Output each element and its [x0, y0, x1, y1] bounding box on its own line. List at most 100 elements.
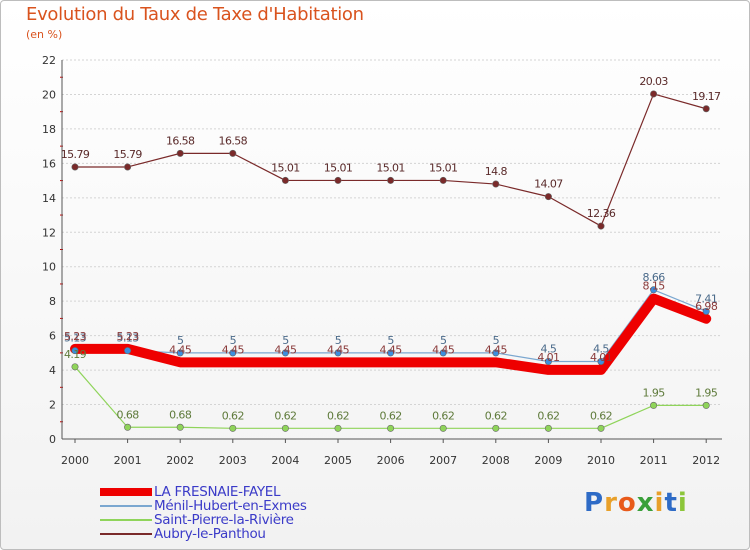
data-label: 5.23 — [117, 330, 140, 343]
x-tick-label: 2001 — [114, 454, 142, 467]
data-point — [71, 347, 79, 355]
y-tick-label: 2 — [49, 399, 56, 412]
y-tick-label: 6 — [49, 330, 56, 343]
legend-label: Ménil-Hubert-en-Exmes — [154, 498, 307, 514]
data-label: 15.01 — [376, 161, 405, 174]
data-point — [334, 176, 342, 184]
data-point — [124, 347, 132, 355]
data-point — [124, 423, 132, 431]
y-tick-label: 22 — [42, 54, 56, 67]
data-point — [334, 424, 342, 432]
logo-letter: r — [604, 488, 618, 518]
chart-title: Evolution du Taux de Taxe d'Habitation — [26, 4, 364, 25]
legend-swatch — [100, 505, 152, 507]
data-label: 20.03 — [639, 75, 668, 88]
y-tick-label: 12 — [42, 226, 56, 239]
data-label: 5 — [230, 334, 237, 347]
data-label: 0.62 — [274, 409, 296, 422]
logo-letter: P — [584, 488, 605, 518]
data-label: 4.01 — [590, 351, 612, 364]
data-label: 4.01 — [537, 351, 559, 364]
data-point — [387, 176, 395, 184]
data-label: 15.01 — [271, 161, 300, 174]
data-label: 4.5 — [541, 342, 557, 355]
x-tick-label: 2004 — [271, 454, 299, 467]
data-label: 0.68 — [117, 408, 140, 421]
y-tick-label: 14 — [42, 192, 56, 205]
logo-letter: i — [654, 488, 665, 518]
data-label: 0.62 — [327, 409, 349, 422]
data-label: 14.07 — [534, 178, 563, 191]
x-tick-label: 2000 — [61, 454, 89, 467]
data-label: 1.95 — [695, 386, 718, 399]
data-point — [229, 349, 237, 357]
x-tick-label: 2010 — [587, 454, 615, 467]
data-label: 0.68 — [169, 408, 192, 421]
legend-label: LA FRESNAIE-FAYEL — [154, 484, 281, 500]
x-tick-label: 2012 — [692, 454, 720, 467]
data-point — [650, 286, 658, 294]
proxiti-logo: Proxiti — [584, 488, 688, 518]
data-point — [492, 180, 500, 188]
data-label: 5 — [177, 334, 184, 347]
data-point — [176, 423, 184, 431]
chart-subtitle: (en %) — [26, 28, 63, 41]
data-point — [387, 424, 395, 432]
data-label: 16.58 — [219, 134, 248, 147]
data-label: 5 — [440, 334, 447, 347]
x-tick-label: 2003 — [219, 454, 247, 467]
x-tick-label: 2007 — [429, 454, 457, 467]
data-label: 0.62 — [222, 409, 244, 422]
data-point — [229, 424, 237, 432]
logo-letter: t — [664, 488, 678, 518]
data-label: 1.95 — [643, 386, 666, 399]
y-tick-label: 20 — [42, 88, 56, 101]
x-tick-label: 2002 — [166, 454, 194, 467]
legend-swatch — [100, 533, 152, 535]
data-point — [650, 401, 658, 409]
data-label: 4.5 — [593, 342, 609, 355]
data-point — [281, 424, 289, 432]
data-point — [439, 349, 447, 357]
x-tick-label: 2005 — [324, 454, 352, 467]
data-label: 0.62 — [485, 409, 507, 422]
data-label: 4.19 — [64, 348, 87, 361]
data-label: 4.45 — [274, 343, 297, 356]
y-tick-label: 16 — [42, 157, 56, 170]
data-label: 0.62 — [590, 409, 612, 422]
data-point — [281, 176, 289, 184]
y-tick-label: 10 — [42, 261, 56, 274]
data-label: 4.45 — [327, 343, 350, 356]
data-label: 4.45 — [222, 343, 245, 356]
data-point — [597, 222, 605, 230]
series-line — [70, 293, 712, 375]
data-label: 5 — [335, 334, 342, 347]
x-tick-label: 2006 — [377, 454, 405, 467]
x-tick-label: 2008 — [482, 454, 510, 467]
data-label: 0.62 — [380, 409, 402, 422]
data-label: 4.45 — [432, 343, 455, 356]
legend-swatch — [100, 519, 152, 521]
data-label: 5.13 — [117, 332, 140, 345]
logo-letter: x — [636, 488, 655, 518]
data-point — [544, 193, 552, 201]
data-label: 5.13 — [64, 332, 87, 345]
y-tick-label: 4 — [49, 364, 56, 377]
data-label: 8.15 — [643, 280, 666, 293]
data-label: 15.01 — [324, 161, 353, 174]
y-tick-label: 8 — [49, 295, 56, 308]
data-label: 8.66 — [643, 271, 666, 284]
x-tick-label: 2011 — [640, 454, 668, 467]
data-point — [702, 401, 710, 409]
data-point — [439, 424, 447, 432]
data-label: 0.62 — [537, 409, 559, 422]
legend-label: Aubry-le-Panthou — [154, 526, 266, 542]
data-label: 12.36 — [587, 207, 616, 220]
data-label: 4.45 — [380, 343, 403, 356]
data-point — [334, 349, 342, 357]
y-tick-label: 18 — [42, 123, 56, 136]
legend-swatch — [100, 488, 152, 496]
data-label: 4.45 — [169, 343, 192, 356]
data-label: 14.8 — [485, 165, 508, 178]
data-point — [492, 424, 500, 432]
